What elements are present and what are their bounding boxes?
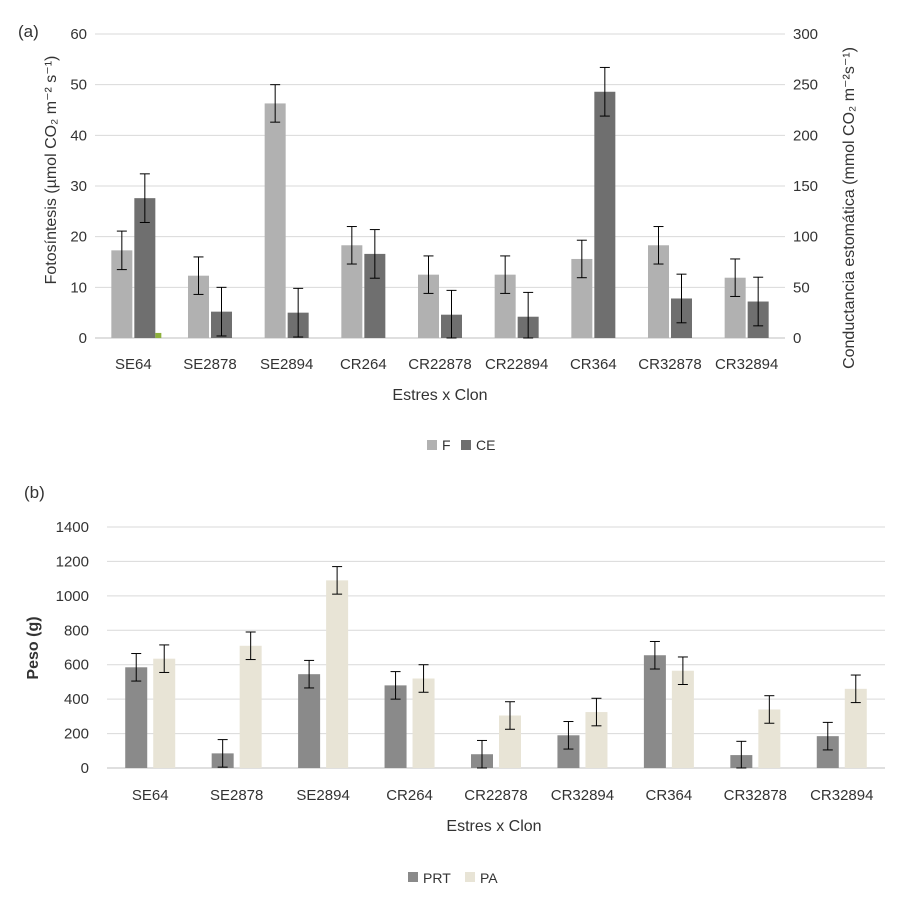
legend-swatch-prt bbox=[408, 872, 418, 882]
right-tick-150: 150 bbox=[793, 178, 818, 195]
chart-a-yticks-left: 0 10 20 30 40 50 60 bbox=[70, 26, 87, 347]
xtick-cr22894: CR22894 bbox=[485, 356, 548, 373]
xtick-se2894: SE2894 bbox=[260, 356, 313, 373]
xtick-cr22878-4: CR22878 bbox=[464, 787, 527, 804]
bar-pa-se2878-1 bbox=[239, 645, 262, 768]
chart-b-xticks: SE64 SE2878 SE2894 CR264 CR22878 CR32894 CR364… bbox=[132, 787, 874, 804]
xtick-cr32878-7: CR32878 bbox=[724, 787, 787, 804]
bar-prt-se64-0 bbox=[125, 667, 148, 768]
bar-prt-cr364-6 bbox=[643, 655, 666, 768]
right-tick-250: 250 bbox=[793, 77, 818, 94]
bar-pa-cr264-3 bbox=[412, 678, 435, 768]
bar-pa-se2894-2 bbox=[326, 580, 349, 768]
panel-label-a: (a) bbox=[18, 22, 39, 41]
bar-prt-se2894-2 bbox=[298, 674, 321, 768]
right-tick-50: 50 bbox=[793, 279, 810, 296]
bar-f-cr32894 bbox=[724, 277, 746, 338]
bar-prt-cr32894-8 bbox=[816, 736, 839, 768]
y-tick-1200: 1200 bbox=[56, 553, 89, 570]
legend-label-f: F bbox=[442, 437, 451, 453]
right-tick-200: 200 bbox=[793, 127, 818, 144]
bar-f-cr264 bbox=[341, 245, 363, 338]
xtick-cr364-6: CR364 bbox=[646, 787, 693, 804]
chart-a-bars bbox=[111, 91, 769, 338]
xtick-se64-0: SE64 bbox=[132, 787, 169, 804]
left-tick-50: 50 bbox=[70, 77, 87, 94]
legend-label-prt: PRT bbox=[423, 870, 451, 886]
bar-f-se2878 bbox=[188, 275, 209, 338]
chart-a: (a) 0 10 20 30 40 50 60 0 50 100 150 200 250 300 SE6… bbox=[18, 22, 858, 453]
xtick-cr364: CR364 bbox=[570, 356, 617, 373]
bar-f-cr22878 bbox=[418, 274, 439, 338]
panel-label-b: (b) bbox=[24, 483, 45, 502]
chart-a-legend: F CE bbox=[427, 437, 495, 453]
left-tick-40: 40 bbox=[70, 127, 87, 144]
chart-b-legend: PRT PA bbox=[408, 870, 498, 886]
xtick-cr32878: CR32878 bbox=[638, 356, 701, 373]
legend-label-pa: PA bbox=[480, 870, 498, 886]
bar-ce-se64 bbox=[134, 198, 156, 338]
left-tick-60: 60 bbox=[70, 26, 87, 43]
bar-prt-cr264-3 bbox=[384, 685, 407, 768]
bar-f-se64 bbox=[111, 250, 133, 338]
bar-prt-cr32894-5 bbox=[557, 735, 580, 768]
chart-a-error-bars bbox=[116, 66, 764, 339]
annotation-marker bbox=[155, 332, 162, 338]
xtick-se2894-2: SE2894 bbox=[296, 787, 349, 804]
bar-f-se2894 bbox=[264, 103, 286, 338]
y-tick-1400: 1400 bbox=[56, 519, 89, 536]
y-tick-1000: 1000 bbox=[56, 588, 89, 605]
legend-swatch-ce bbox=[461, 440, 471, 450]
chart-b-error-bars bbox=[131, 566, 861, 769]
bar-f-cr22894 bbox=[494, 274, 516, 338]
y-tick-200: 200 bbox=[64, 726, 89, 743]
chart-b-yticks: 0 200 400 600 800 1000 1200 1400 bbox=[56, 519, 89, 777]
legend-label-ce: CE bbox=[476, 437, 495, 453]
xtick-se2878-1: SE2878 bbox=[210, 787, 263, 804]
chart-a-xticks: SE64 SE2878 SE2894 CR264 CR22878 CR22894 CR364… bbox=[115, 356, 778, 373]
legend-swatch-pa bbox=[465, 872, 475, 882]
y-tick-600: 600 bbox=[64, 657, 89, 674]
right-tick-100: 100 bbox=[793, 229, 818, 246]
bar-pa-cr364-6 bbox=[671, 670, 694, 768]
chart-b-bars bbox=[125, 580, 867, 768]
xtick-se2878: SE2878 bbox=[183, 356, 236, 373]
right-tick-0: 0 bbox=[793, 330, 801, 347]
chart-a-xlabel: Estres x Clon bbox=[392, 387, 487, 404]
chart-a-grid bbox=[95, 33, 785, 339]
xtick-cr32894-5: CR32894 bbox=[551, 787, 614, 804]
y-tick-400: 400 bbox=[64, 691, 89, 708]
xtick-cr22878: CR22878 bbox=[408, 356, 471, 373]
chart-b-xlabel: Estres x Clon bbox=[446, 818, 541, 835]
bar-pa-se64-0 bbox=[153, 658, 176, 768]
right-tick-300: 300 bbox=[793, 26, 818, 43]
bar-pa-cr32878-7 bbox=[758, 709, 781, 768]
bar-f-cr364 bbox=[571, 258, 593, 338]
bar-ce-cr264 bbox=[364, 253, 386, 338]
xtick-cr264-3: CR264 bbox=[386, 787, 433, 804]
xtick-cr32894: CR32894 bbox=[715, 356, 778, 373]
y-tick-800: 800 bbox=[64, 622, 89, 639]
bar-ce-cr364 bbox=[594, 91, 616, 338]
bar-pa-cr32894-5 bbox=[585, 712, 608, 768]
left-tick-30: 30 bbox=[70, 178, 87, 195]
chart-b-ylabel: Peso (g) bbox=[25, 616, 42, 679]
legend-swatch-f bbox=[427, 440, 437, 450]
bar-pa-cr32894-8 bbox=[844, 688, 867, 768]
chart-a-ylabel-left: Fotosíntesis (µmol CO₂ m⁻² s⁻¹) bbox=[43, 56, 60, 285]
chart-b: (b) 0 200 400 600 800 1000 1200 1400 SE64 SE2878… bbox=[24, 483, 885, 886]
xtick-cr32894-8: CR32894 bbox=[810, 787, 873, 804]
bar-pa-cr22878-4 bbox=[499, 715, 521, 768]
y-tick-0: 0 bbox=[81, 760, 89, 777]
chart-a-yticks-right: 0 50 100 150 200 250 300 bbox=[793, 26, 818, 347]
left-tick-10: 10 bbox=[70, 279, 87, 296]
bar-f-cr32878 bbox=[648, 245, 669, 338]
xtick-se64: SE64 bbox=[115, 356, 152, 373]
left-tick-20: 20 bbox=[70, 229, 87, 246]
chart-b-grid bbox=[107, 526, 885, 769]
chart-a-ylabel-right: Conductancia estomática (mmol CO₂ m⁻²s⁻¹… bbox=[841, 47, 858, 369]
xtick-cr264: CR264 bbox=[340, 356, 387, 373]
left-tick-0: 0 bbox=[79, 330, 87, 347]
